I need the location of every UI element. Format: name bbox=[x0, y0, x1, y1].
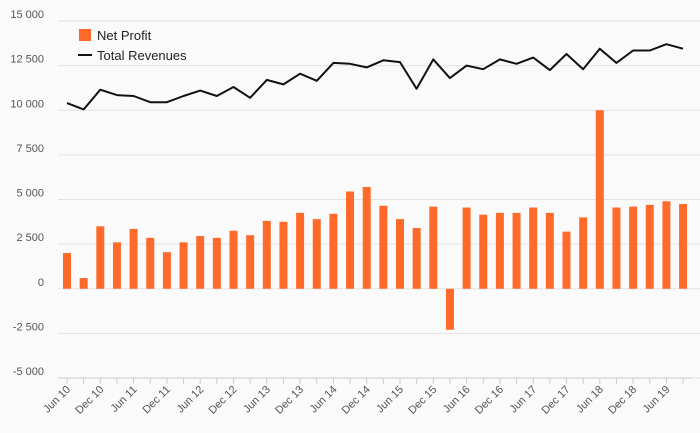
x-tick-label: Jun 13 bbox=[241, 384, 273, 416]
net-profit-bar bbox=[63, 253, 71, 289]
y-tick-label: 0 bbox=[38, 277, 44, 289]
net-profit-bar bbox=[129, 228, 138, 289]
net-profit-bar bbox=[146, 237, 155, 289]
legend: Net Profit Total Revenues bbox=[78, 28, 187, 63]
x-tick-label: Jun 11 bbox=[108, 384, 139, 415]
net-profit-bar bbox=[562, 231, 571, 289]
x-tick-label: Dec 10 bbox=[73, 384, 106, 417]
net-profit-bar bbox=[545, 212, 554, 289]
net-profit-bar bbox=[112, 242, 121, 289]
net-profit-bar bbox=[179, 242, 188, 289]
x-tick-label: Dec 13 bbox=[273, 384, 306, 417]
net-profit-bars bbox=[63, 110, 688, 330]
y-tick-label: 10 000 bbox=[10, 98, 44, 110]
net-profit-bar bbox=[162, 252, 171, 289]
total-revenues-line bbox=[66, 43, 684, 111]
total-revenues-line-group bbox=[66, 43, 684, 111]
net-profit-bar bbox=[279, 221, 288, 289]
x-tick-label: Dec 17 bbox=[539, 384, 572, 417]
x-tick-label: Dec 11 bbox=[140, 384, 173, 417]
net-profit-bar bbox=[612, 207, 621, 289]
net-profit-bar bbox=[296, 212, 305, 289]
net-profit-bar bbox=[346, 191, 355, 289]
y-tick-label: 7 500 bbox=[16, 143, 44, 155]
net-profit-bar bbox=[462, 207, 471, 289]
net-profit-bar bbox=[212, 237, 221, 289]
net-profit-bar bbox=[495, 212, 504, 289]
net-profit-bar bbox=[429, 206, 438, 289]
net-profit-bar bbox=[229, 230, 238, 289]
x-tick-label: Jun 19 bbox=[641, 384, 673, 416]
y-tick-label: 15 000 bbox=[10, 9, 44, 21]
net-profit-bar bbox=[362, 187, 371, 289]
x-tick-label: Jun 10 bbox=[41, 384, 73, 416]
x-tick-label: Jun 16 bbox=[441, 384, 473, 416]
x-tick-label: Dec 15 bbox=[406, 384, 439, 417]
x-tick-label: Dec 16 bbox=[473, 384, 506, 417]
x-tick-label: Dec 18 bbox=[606, 384, 639, 417]
net-profit-bar bbox=[329, 213, 338, 289]
y-tick-label: 5 000 bbox=[16, 188, 44, 200]
net-profit-bar bbox=[445, 288, 454, 330]
net-profit-bar bbox=[79, 278, 88, 289]
net-profit-bar bbox=[679, 203, 688, 289]
net-profit-bar bbox=[595, 110, 604, 289]
net-profit-bar bbox=[262, 220, 271, 289]
legend-label-total-revenues: Total Revenues bbox=[97, 48, 187, 63]
net-profit-bar bbox=[662, 201, 671, 289]
net-profit-bar bbox=[512, 212, 521, 289]
net-profit-bar bbox=[196, 236, 205, 289]
net-profit-bar bbox=[379, 205, 388, 289]
y-tick-label: -5 000 bbox=[13, 366, 44, 378]
x-tick-label: Jun 14 bbox=[308, 384, 340, 416]
net-profit-bar bbox=[396, 219, 404, 289]
net-profit-bar bbox=[629, 206, 638, 289]
net-profit-bar bbox=[246, 235, 255, 289]
x-tick-label: Jun 17 bbox=[507, 384, 539, 416]
x-tick-label: Jun 12 bbox=[174, 384, 206, 416]
y-tick-label: -2 500 bbox=[13, 321, 44, 333]
net-profit-bar bbox=[412, 228, 421, 289]
x-tick-label: Dec 14 bbox=[340, 384, 373, 417]
x-axis: Jun 10 Dec 10 Jun 11 Dec 11 Jun 12 Dec 12 Jun … bbox=[41, 377, 692, 417]
net-profit-bar bbox=[96, 226, 105, 289]
net-profit-bar bbox=[479, 214, 488, 289]
y-axis-labels: 15 000 12 500 10 000 7 500 5 000 2 500 0 -2 500… bbox=[10, 9, 44, 378]
y-tick-label: 12 500 bbox=[10, 54, 44, 66]
legend-label-net-profit: Net Profit bbox=[97, 28, 152, 43]
x-tick-label: Jun 18 bbox=[574, 384, 606, 416]
x-tick-label: Jun 15 bbox=[374, 384, 406, 416]
legend-swatch-net-profit bbox=[79, 29, 91, 41]
net-profit-bar bbox=[529, 207, 538, 289]
net-profit-bar bbox=[312, 219, 321, 289]
x-tick-label: Dec 12 bbox=[206, 384, 239, 417]
y-tick-label: 2 500 bbox=[16, 232, 44, 244]
net-profit-bar bbox=[579, 217, 588, 289]
net-profit-bar bbox=[645, 204, 654, 289]
